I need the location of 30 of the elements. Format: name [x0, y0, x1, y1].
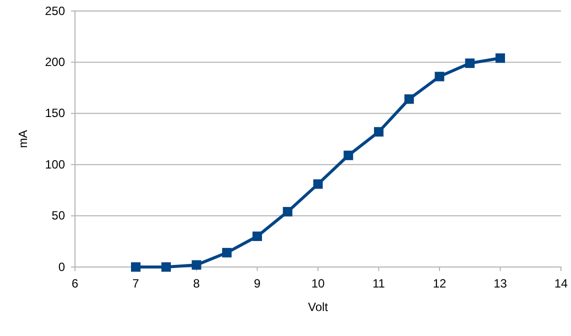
point: [465, 58, 475, 68]
x-tick-label: 6: [72, 276, 79, 291]
x-tick-label: 11: [372, 276, 386, 291]
point: [131, 262, 140, 272]
x-tick-label: 7: [132, 276, 140, 291]
y-axis-title: mA: [16, 130, 30, 148]
point: [161, 262, 171, 272]
y-tick-label: 50: [52, 208, 66, 223]
y-tick-label: 250: [44, 4, 66, 18]
point: [404, 94, 414, 104]
y-tick-label: 150: [44, 106, 66, 120]
x-tick-label: 12: [432, 276, 446, 291]
y-tick-label: 200: [44, 55, 66, 70]
point: [434, 72, 444, 82]
point: [222, 248, 232, 258]
x-axis-title: Volt: [308, 300, 329, 314]
y-tick-label: 0: [58, 260, 66, 274]
point: [374, 127, 384, 137]
y-tick-label: 100: [44, 157, 66, 172]
x-tick-label: 13: [494, 276, 508, 291]
x-tick-label: 14: [554, 276, 568, 291]
x-tick-label: 8: [193, 276, 200, 291]
point: [282, 206, 292, 216]
point: [496, 53, 505, 63]
point: [252, 232, 262, 242]
x-tick-label: 10: [311, 276, 325, 291]
point: [313, 179, 323, 189]
point: [192, 260, 202, 270]
point: [344, 150, 354, 160]
x-tick-label: 9: [254, 276, 261, 291]
